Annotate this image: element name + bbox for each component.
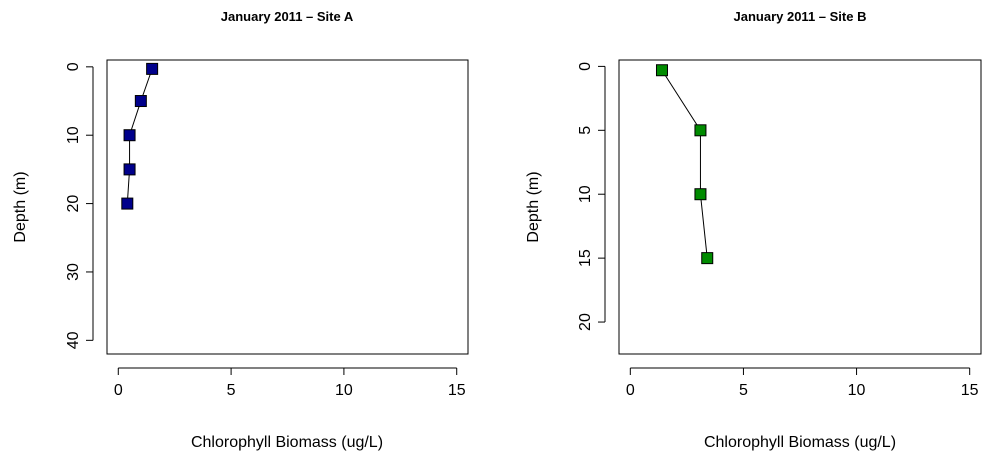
x-tick-label: 0 <box>626 382 635 399</box>
data-point-marker <box>121 197 134 210</box>
y-tick-label: 0 <box>65 62 82 71</box>
data-point-marker <box>146 62 159 75</box>
data-point-marker <box>701 252 714 265</box>
panel-a-x-axis: 0 5 10 15 <box>114 367 466 399</box>
y-tick-label: 15 <box>577 249 594 267</box>
y-tick-label: 20 <box>577 313 594 331</box>
panel-a-series <box>121 62 159 210</box>
y-tick-label: 20 <box>65 195 82 213</box>
panel-a-plot-frame <box>106 59 469 355</box>
x-tick-label: 10 <box>335 382 353 399</box>
series-line <box>661 69 708 259</box>
panel-b-x-axis: 0 5 10 15 <box>626 367 979 399</box>
data-point-marker <box>123 129 136 142</box>
x-tick-label: 0 <box>114 382 123 399</box>
y-tick-label: 5 <box>577 126 594 135</box>
data-point-marker <box>655 64 668 77</box>
panel-b-y-axis-label: Depth (m) <box>525 171 542 242</box>
y-tick-label: 10 <box>577 185 594 203</box>
data-point-marker <box>694 188 707 201</box>
y-tick-label: 10 <box>65 126 82 144</box>
x-tick-label: 15 <box>448 382 466 399</box>
panel-b-title: January 2011 – Site B <box>734 9 867 24</box>
panel-a-title: January 2011 – Site A <box>221 9 354 24</box>
y-tick-label: 0 <box>577 62 594 71</box>
panel-b-plot-frame <box>618 59 982 355</box>
x-tick-label: 10 <box>848 382 866 399</box>
data-point-marker <box>134 95 147 108</box>
data-point-marker <box>123 163 136 176</box>
x-tick-label: 15 <box>961 382 979 399</box>
panel-b-series <box>655 64 714 265</box>
x-tick-label: 5 <box>739 382 748 399</box>
panel-a-x-axis-label: Chlorophyll Biomass (ug/L) <box>191 434 383 451</box>
y-tick-label: 40 <box>65 331 82 349</box>
x-tick-label: 5 <box>227 382 236 399</box>
panel-site-b: January 2011 – Site B 0 5 10 15 0 5 10 15 20 Ch… <box>525 9 982 451</box>
panel-site-a: January 2011 – Site A 0 5 10 15 0 10 20 30 40 C… <box>12 9 469 451</box>
panel-b-y-axis: 0 5 10 15 20 <box>577 62 606 331</box>
data-point-marker <box>694 124 707 137</box>
panel-a-y-axis: 0 10 20 30 40 <box>65 62 94 349</box>
y-tick-label: 30 <box>65 263 82 281</box>
panel-a-y-axis-label: Depth (m) <box>12 171 29 242</box>
panel-b-x-axis-label: Chlorophyll Biomass (ug/L) <box>704 434 896 451</box>
